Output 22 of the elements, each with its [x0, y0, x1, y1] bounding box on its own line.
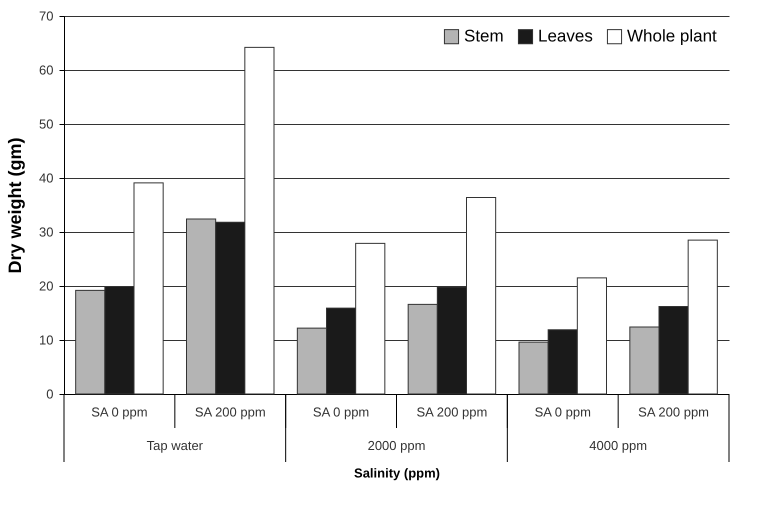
y-tick-label: 20 — [39, 278, 54, 294]
y-axis-title: Dry weight (gm) — [5, 137, 26, 274]
y-tick-label: 40 — [39, 170, 54, 186]
y-tick-label: 60 — [39, 62, 54, 78]
y-tick-label: 30 — [39, 224, 54, 240]
x-tick-label: SA 0 ppm — [312, 404, 370, 420]
text: 2000 ppm — [368, 438, 426, 453]
y-tick-label: 70 — [39, 8, 54, 24]
legend-label: Whole plant — [627, 26, 718, 46]
x-tick-label: SA 200 ppm — [638, 404, 709, 420]
y-tick-label: 0 — [46, 386, 54, 402]
x-tick-label: SA 200 ppm — [416, 404, 488, 420]
text: Tap water — [146, 438, 204, 453]
x-tick-label: SA 200 ppm — [194, 404, 266, 420]
x-tick-label: SA 0 ppm — [534, 404, 591, 420]
y-tick-label: 50 — [39, 116, 54, 132]
y-tick-label: 10 — [39, 332, 54, 348]
x-axis-title: Salinity (ppm) — [354, 466, 440, 480]
text: 4000 ppm — [589, 438, 648, 453]
legend-label: Stem — [464, 26, 504, 46]
legend-label: Leaves — [538, 26, 593, 46]
x-tick-label: SA 0 ppm — [91, 404, 148, 420]
